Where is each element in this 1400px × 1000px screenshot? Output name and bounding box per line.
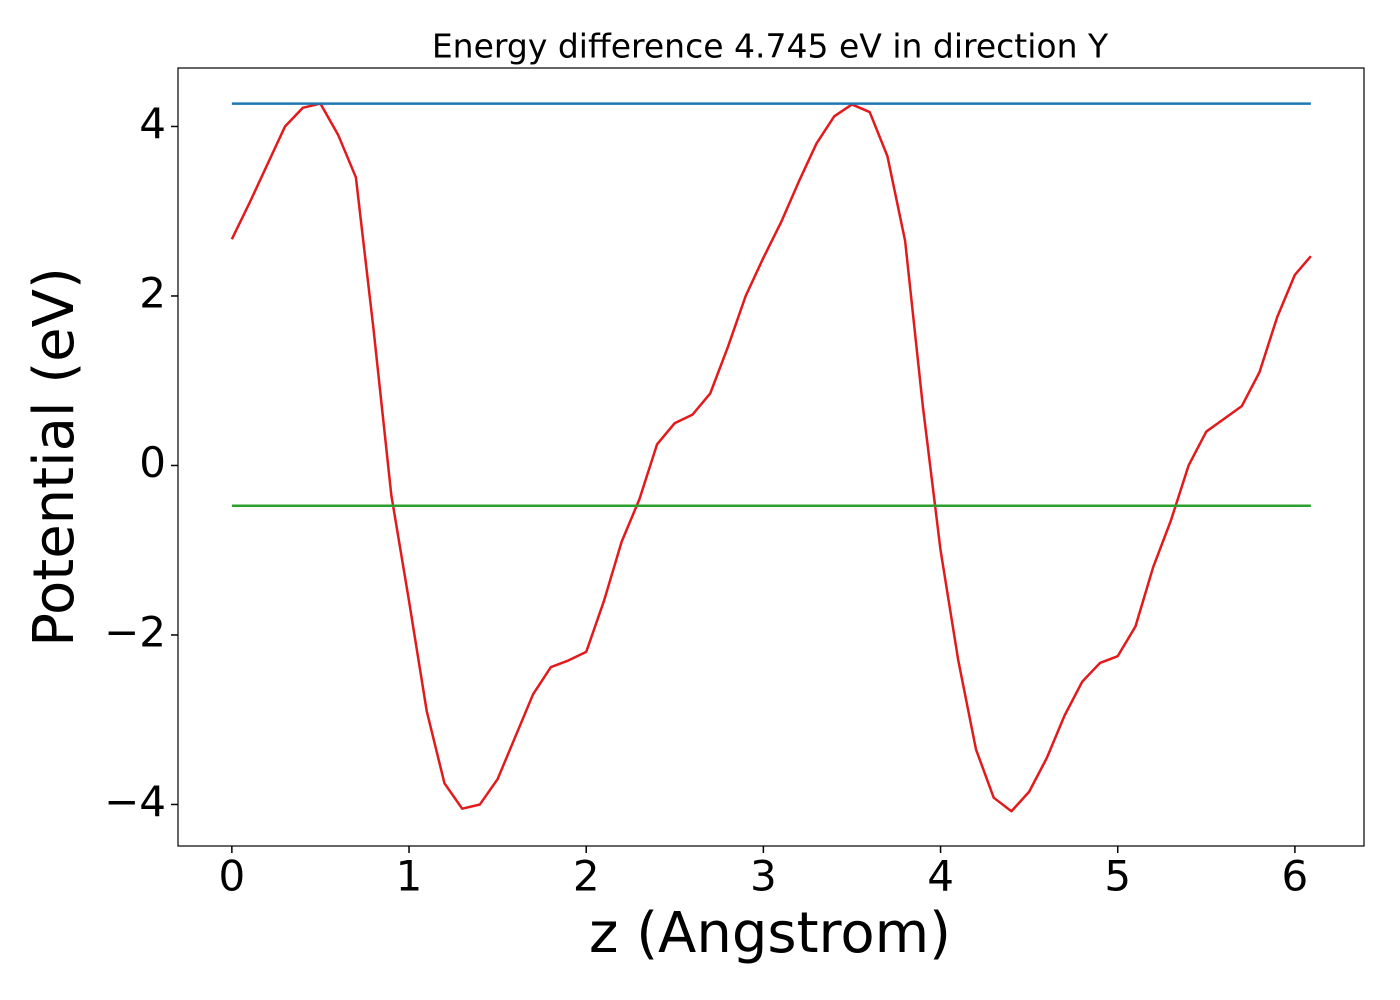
y-axis-label: Potential (eV) bbox=[22, 267, 87, 647]
x-axis-label: z (Angstrom) bbox=[589, 901, 951, 966]
x-tick-label: 6 bbox=[1282, 852, 1309, 901]
x-tick-label: 3 bbox=[750, 852, 777, 901]
data-line bbox=[230, 102, 1312, 813]
plot-frame bbox=[177, 67, 1365, 847]
y-tick-label: −4 bbox=[104, 777, 166, 826]
x-tick-label: 0 bbox=[218, 852, 245, 901]
y-tick-label: 2 bbox=[139, 268, 166, 317]
x-tick-label: 5 bbox=[1104, 852, 1131, 901]
chart-title: Energy difference 4.745 eV in direction … bbox=[432, 27, 1109, 66]
x-tick-label: 1 bbox=[396, 852, 423, 901]
y-tick-label: −2 bbox=[104, 607, 166, 656]
y-tick-label: 4 bbox=[139, 99, 166, 148]
x-tick-label: 4 bbox=[927, 852, 954, 901]
x-tick-label: 2 bbox=[573, 852, 600, 901]
y-tick-label: 0 bbox=[139, 438, 166, 487]
